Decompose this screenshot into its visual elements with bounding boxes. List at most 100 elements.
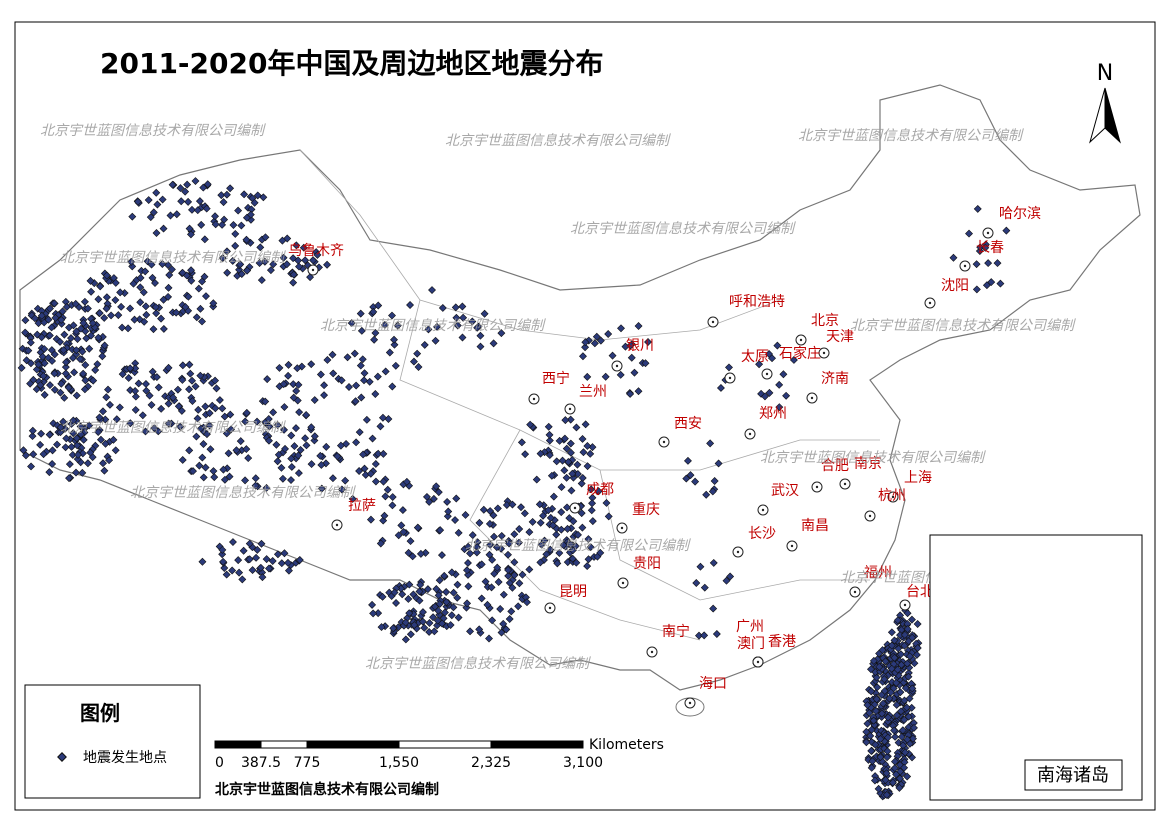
quake-point: [100, 341, 109, 350]
quake-point: [880, 675, 889, 684]
quake-point: [248, 566, 257, 575]
quake-point: [366, 515, 375, 524]
quake-point: [266, 266, 275, 275]
quake-point: [908, 684, 917, 693]
quake-point: [211, 220, 220, 229]
quake-point: [504, 550, 512, 559]
watermark: 北京宇世蓝图信息技术有限公司编制: [570, 221, 796, 237]
quake-point: [583, 462, 592, 471]
quake-point: [211, 212, 219, 221]
city-label: 西安: [674, 416, 702, 432]
quake-point: [904, 637, 913, 646]
quake-point: [485, 634, 493, 643]
quake-point: [306, 273, 315, 282]
quake-point: [883, 753, 892, 762]
quake-point: [279, 253, 288, 262]
quake-point: [592, 332, 601, 341]
quake-point: [236, 437, 245, 446]
quake-point: [779, 370, 788, 379]
quake-point: [889, 694, 898, 703]
quake-point: [870, 776, 879, 785]
quake-point: [492, 543, 501, 552]
quake-point: [28, 426, 37, 435]
quake-point: [996, 279, 1005, 288]
quake-point: [544, 506, 553, 515]
quake-point: [260, 257, 269, 266]
quake-point: [67, 334, 75, 343]
quake-point: [46, 381, 54, 390]
quake-point: [865, 708, 874, 717]
quake-point: [239, 546, 248, 555]
quake-point: [104, 385, 112, 394]
quake-point: [539, 511, 547, 520]
city-dot: [799, 338, 803, 342]
quake-point: [369, 307, 378, 316]
quake-point: [725, 363, 733, 372]
quake-point: [437, 551, 446, 560]
quake-point: [292, 241, 301, 250]
quake-point: [261, 233, 270, 242]
quake-point: [872, 707, 880, 715]
quake-point: [494, 578, 503, 586]
quake-point: [22, 451, 30, 460]
quake-point: [415, 587, 424, 596]
quake-point: [115, 403, 124, 412]
quake-point: [706, 439, 715, 448]
quake-point: [557, 508, 566, 517]
quake-point: [489, 511, 498, 520]
quake-point: [563, 524, 572, 533]
city-label: 香港: [768, 634, 796, 650]
quake-point: [425, 619, 434, 627]
quake-point: [36, 440, 45, 449]
quake-point: [903, 625, 912, 634]
quake-point: [313, 250, 322, 259]
quake-point: [583, 372, 592, 381]
quake-point: [896, 631, 904, 640]
city-label: 郑州: [759, 406, 787, 422]
quake-point: [356, 361, 365, 370]
quake-point: [292, 386, 301, 395]
quake-point: [888, 778, 897, 787]
quake-point: [322, 442, 331, 451]
quake-point: [588, 493, 597, 502]
quake-point: [390, 335, 398, 344]
quake-point: [89, 376, 98, 385]
quake-point: [476, 331, 485, 340]
quake-point: [131, 387, 140, 395]
quake-point: [37, 306, 46, 315]
quake-point: [520, 509, 529, 518]
quake-point: [490, 532, 498, 541]
quake-point: [80, 297, 89, 306]
quake-point: [863, 719, 872, 728]
quake-point: [128, 212, 137, 221]
quake-point: [581, 420, 590, 429]
city-dot: [662, 440, 666, 444]
quake-point: [251, 481, 260, 490]
quake-point: [507, 607, 516, 616]
quake-point: [222, 570, 231, 579]
quake-point: [94, 295, 103, 304]
quake-point: [463, 566, 471, 575]
quake-point: [71, 299, 80, 308]
quake-point: [188, 397, 197, 406]
quake-point: [294, 469, 303, 478]
quake-point: [234, 206, 243, 215]
quake-point: [307, 423, 316, 432]
quake-point: [187, 266, 196, 275]
quake-point: [228, 538, 237, 546]
quake-point: [360, 369, 369, 378]
quake-point: [176, 184, 185, 193]
quake-point: [280, 403, 289, 411]
quake-point: [250, 198, 259, 207]
quake-point: [218, 545, 227, 554]
quake-point: [775, 380, 784, 389]
quake-point: [292, 424, 300, 433]
quake-point: [106, 400, 114, 409]
quake-point: [203, 180, 212, 189]
quake-point: [604, 330, 613, 338]
quake-point: [192, 313, 201, 322]
quake-point: [46, 304, 54, 313]
quake-point: [486, 507, 495, 516]
watermark: 北京宇世蓝图信息技术有限公司编制: [760, 450, 986, 466]
quake-point: [329, 369, 338, 378]
